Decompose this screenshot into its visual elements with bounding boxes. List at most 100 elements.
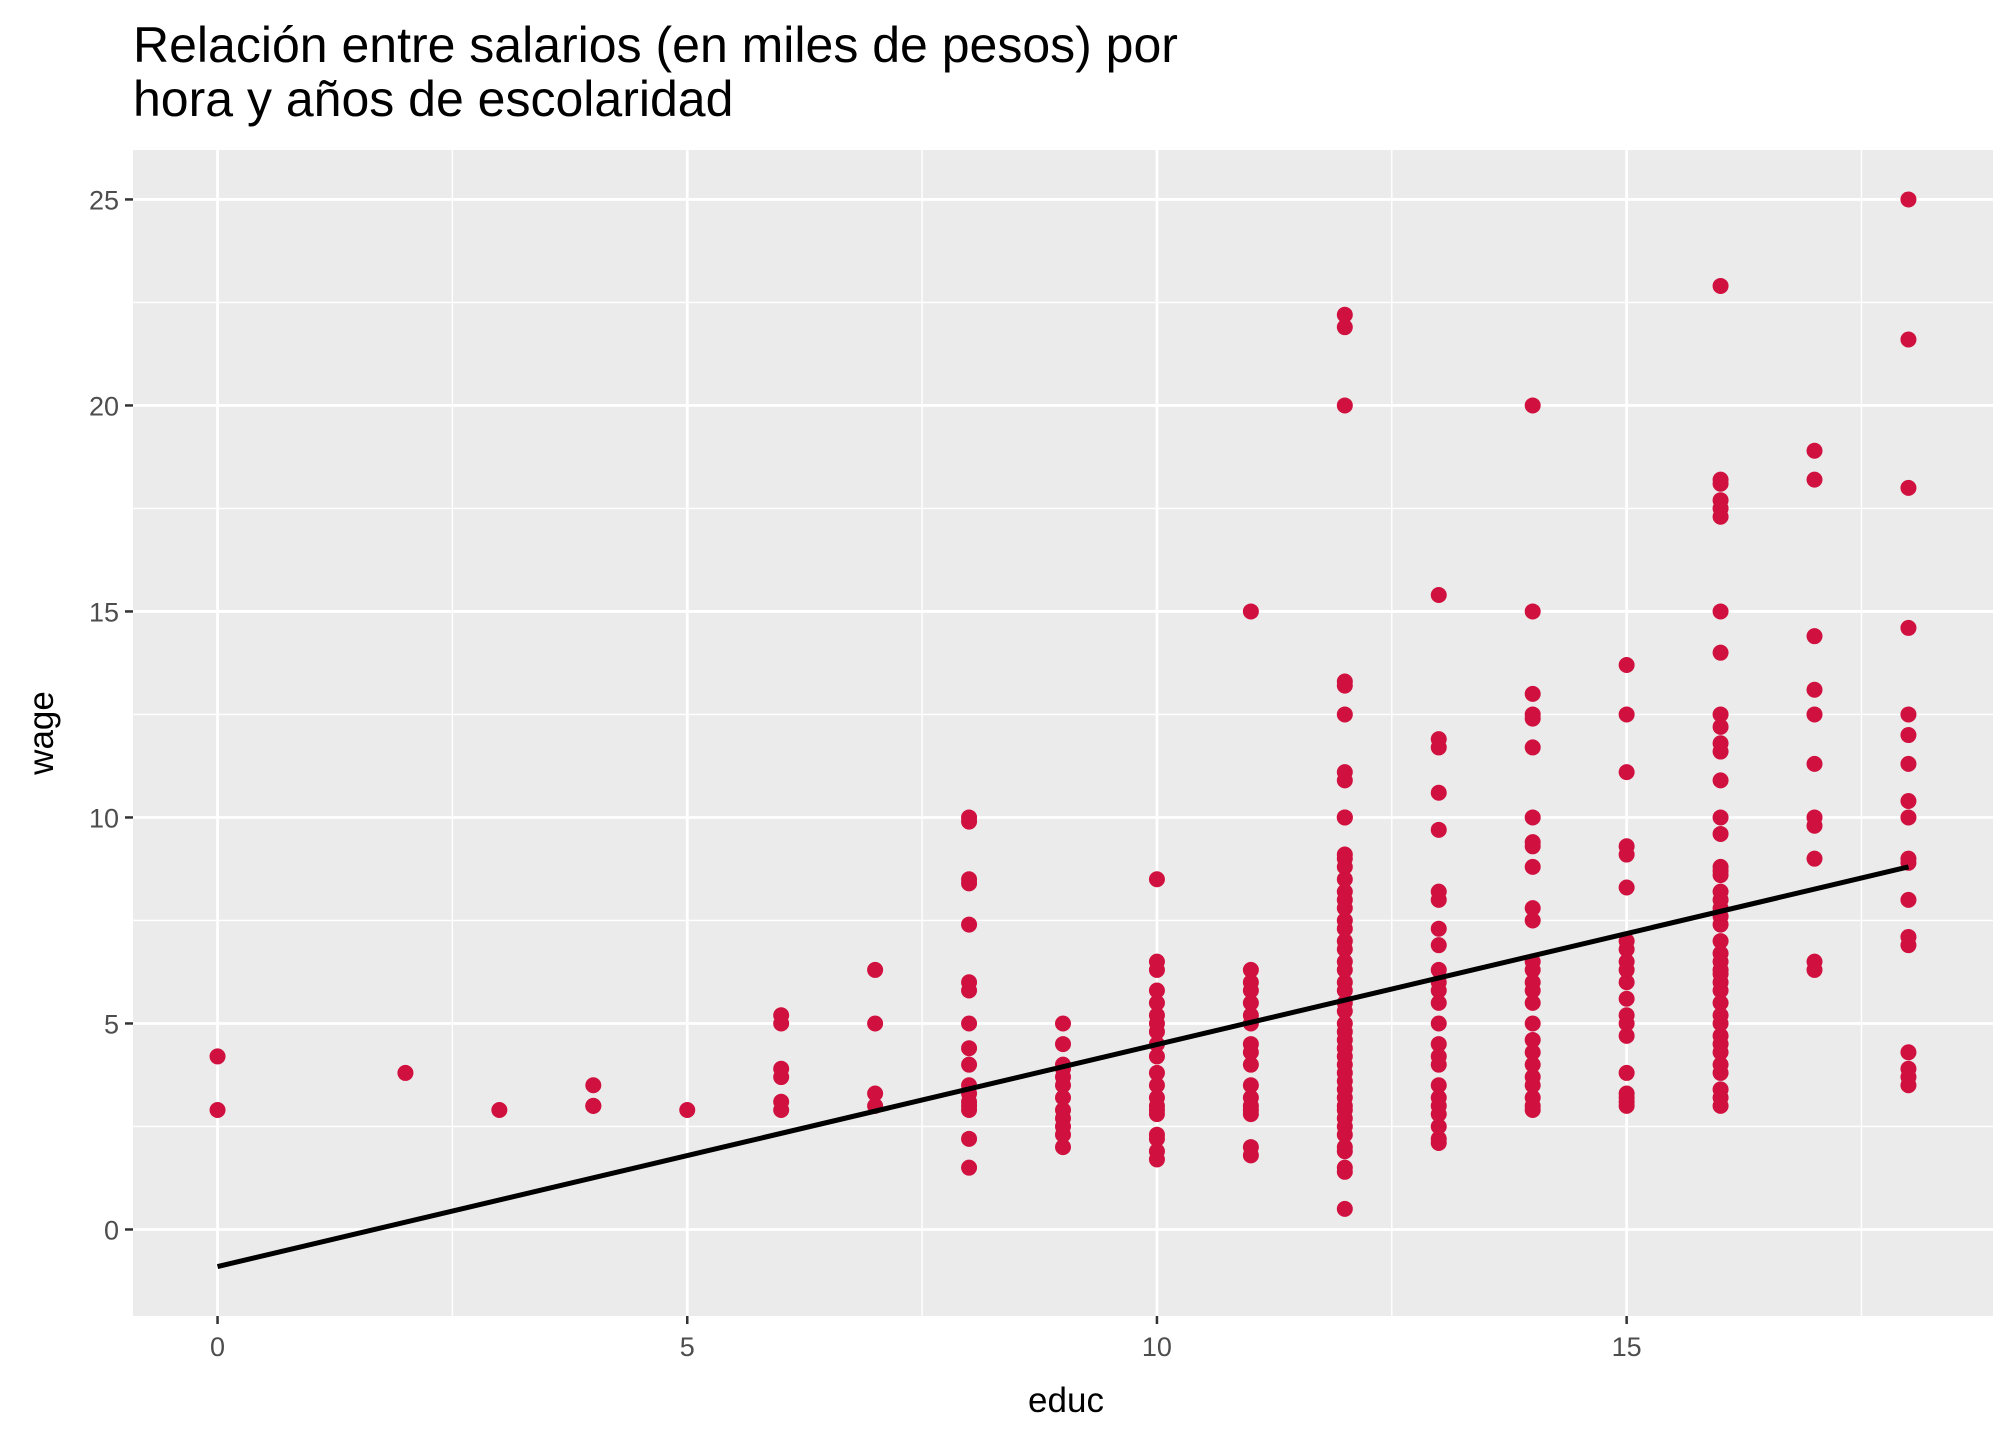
x-tick-label: 15 <box>1612 1332 1642 1362</box>
data-point <box>1524 1056 1541 1073</box>
data-point <box>1618 974 1635 991</box>
data-point <box>773 1015 790 1032</box>
data-point <box>1055 1139 1071 1156</box>
data-point <box>1712 825 1729 842</box>
data-point <box>1148 871 1165 888</box>
data-point <box>1055 1126 1071 1143</box>
data-point <box>1242 1077 1259 1094</box>
data-point <box>491 1101 508 1118</box>
data-point <box>1618 1097 1635 1114</box>
data-point <box>1524 1031 1541 1048</box>
data-point <box>961 1040 978 1057</box>
chart-title: Relación entre salarios (en miles de pes… <box>133 17 1178 73</box>
data-point <box>1336 941 1353 958</box>
data-point <box>1336 306 1353 323</box>
data-point <box>867 1015 884 1032</box>
data-point <box>1524 603 1541 620</box>
data-point <box>961 1159 978 1176</box>
data-point <box>1148 1048 1165 1065</box>
data-point <box>1524 961 1541 978</box>
data-point <box>1148 1151 1165 1168</box>
data-point <box>961 1130 978 1147</box>
x-axis-label: educ <box>1028 1381 1104 1420</box>
data-point <box>1336 1126 1353 1143</box>
data-point <box>585 1077 602 1094</box>
data-point <box>1712 706 1729 723</box>
data-point <box>961 916 978 933</box>
data-point <box>1806 706 1823 723</box>
data-point <box>1430 920 1447 937</box>
data-point <box>1900 1077 1917 1094</box>
data-point <box>867 961 884 978</box>
data-point <box>1336 706 1353 723</box>
data-points <box>209 191 1917 1217</box>
data-point <box>1430 821 1447 838</box>
data-point <box>1430 1077 1447 1094</box>
y-tick-label: 25 <box>89 185 119 215</box>
data-point <box>1712 809 1729 826</box>
data-point <box>1806 442 1823 459</box>
data-point <box>1524 858 1541 875</box>
data-point <box>1336 982 1353 999</box>
data-point <box>1618 706 1635 723</box>
data-point <box>1900 1044 1917 1061</box>
data-point <box>1900 191 1917 208</box>
data-point <box>1524 838 1541 855</box>
data-point <box>1336 1003 1353 1020</box>
data-point <box>1712 994 1729 1011</box>
data-point <box>1712 933 1729 950</box>
data-point <box>1336 1143 1353 1160</box>
data-point <box>1148 1023 1165 1040</box>
data-point <box>1712 743 1729 760</box>
data-point <box>1148 1077 1165 1094</box>
x-tick-label: 5 <box>680 1332 695 1362</box>
axis-ticks: 0 5 10 15 0 5 10 15 20 25 <box>89 185 1642 1362</box>
data-point <box>1430 982 1447 999</box>
data-point <box>1712 1015 1729 1032</box>
data-point <box>1712 277 1729 294</box>
data-point <box>1148 982 1165 999</box>
data-point <box>1712 982 1729 999</box>
data-point <box>1242 994 1259 1011</box>
data-point <box>1336 920 1353 937</box>
data-point <box>1712 916 1729 933</box>
data-point <box>1430 1134 1447 1151</box>
data-point <box>1618 764 1635 781</box>
data-point <box>1618 1027 1635 1044</box>
data-point <box>1806 681 1823 698</box>
data-point <box>1712 603 1729 620</box>
data-point <box>1900 727 1917 744</box>
y-tick-label: 5 <box>104 1009 119 1039</box>
data-point <box>1524 1015 1541 1032</box>
data-point <box>1712 1097 1729 1114</box>
data-point <box>1806 471 1823 488</box>
data-point <box>1430 739 1447 756</box>
data-point <box>961 1101 978 1118</box>
data-point <box>1618 879 1635 896</box>
data-point <box>1430 1118 1447 1135</box>
data-point <box>1524 1077 1541 1094</box>
data-point <box>1336 772 1353 789</box>
data-point <box>1524 397 1541 414</box>
data-point <box>1242 1056 1259 1073</box>
data-point <box>1900 809 1917 826</box>
data-point <box>1712 772 1729 789</box>
data-point <box>1336 397 1353 414</box>
data-point <box>1430 1106 1447 1123</box>
data-point <box>1806 961 1823 978</box>
data-point <box>1618 941 1635 958</box>
data-point <box>1430 1015 1447 1032</box>
data-point <box>961 982 978 999</box>
data-point <box>1524 1044 1541 1061</box>
data-point <box>867 1085 884 1102</box>
data-point <box>1900 619 1917 636</box>
data-point <box>1336 961 1353 978</box>
data-point <box>1336 900 1353 917</box>
x-tick-label: 10 <box>1142 1332 1172 1362</box>
data-point <box>1430 961 1447 978</box>
data-point <box>1900 706 1917 723</box>
data-point <box>1524 739 1541 756</box>
data-point <box>1430 1036 1447 1053</box>
data-point <box>1336 677 1353 694</box>
